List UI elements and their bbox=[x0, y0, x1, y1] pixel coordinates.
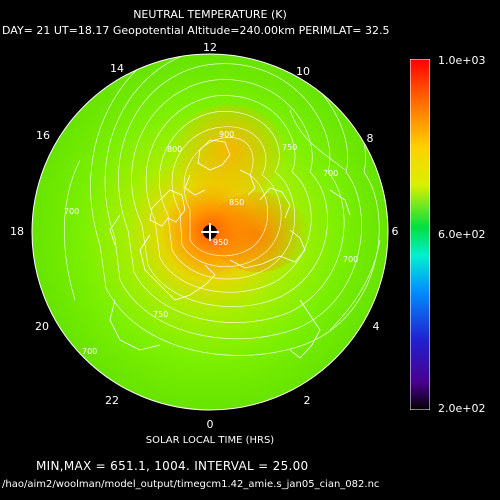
pole-marker bbox=[201, 223, 219, 241]
contour-label: 850 bbox=[229, 198, 244, 207]
x-axis-label: SOLAR LOCAL TIME (HRS) bbox=[145, 435, 275, 446]
local-time-label: 6 bbox=[392, 225, 399, 238]
map-subtitle: DAY= 21 UT=18.17 Geopotential Altitude=2… bbox=[2, 24, 390, 37]
local-time-label: 0 bbox=[207, 418, 214, 431]
contour-label: 900 bbox=[219, 130, 234, 139]
local-time-label: 4 bbox=[373, 320, 380, 333]
colorbar-max-label: 1.0e+03 bbox=[438, 54, 486, 67]
contour-lines bbox=[63, 54, 381, 356]
contour-label: 750 bbox=[153, 310, 168, 319]
contour-label: 700 bbox=[343, 255, 358, 264]
local-time-label: 10 bbox=[296, 65, 310, 78]
file-path: /hao/aim2/woolman/model_output/timegcm1.… bbox=[2, 479, 380, 490]
contour-label: 950 bbox=[213, 238, 228, 247]
min-max-interval: MIN,MAX = 651.1, 1004. INTERVAL = 25.00 bbox=[36, 459, 309, 473]
local-time-label: 20 bbox=[35, 320, 49, 333]
local-time-label: 2 bbox=[304, 394, 311, 407]
local-time-label: 18 bbox=[10, 225, 24, 238]
local-time-label: 16 bbox=[36, 129, 50, 142]
map-title: NEUTRAL TEMPERATURE (K) bbox=[133, 8, 287, 21]
contour-label: 700 bbox=[64, 207, 79, 216]
local-time-label: 8 bbox=[367, 132, 374, 145]
local-time-label: 12 bbox=[203, 41, 217, 54]
contour-label: 700 bbox=[82, 347, 97, 356]
colorbar bbox=[410, 59, 430, 410]
coastlines bbox=[109, 139, 351, 359]
local-time-label: 22 bbox=[105, 394, 119, 407]
contour-label: 700 bbox=[323, 169, 338, 178]
contour-label: 750 bbox=[282, 143, 297, 152]
colorbar-min-label: 2.0e+02 bbox=[438, 402, 486, 415]
local-time-label: 14 bbox=[110, 62, 124, 75]
contour-label: 800 bbox=[167, 145, 182, 154]
colorbar-mid-label: 6.0e+02 bbox=[438, 228, 486, 241]
